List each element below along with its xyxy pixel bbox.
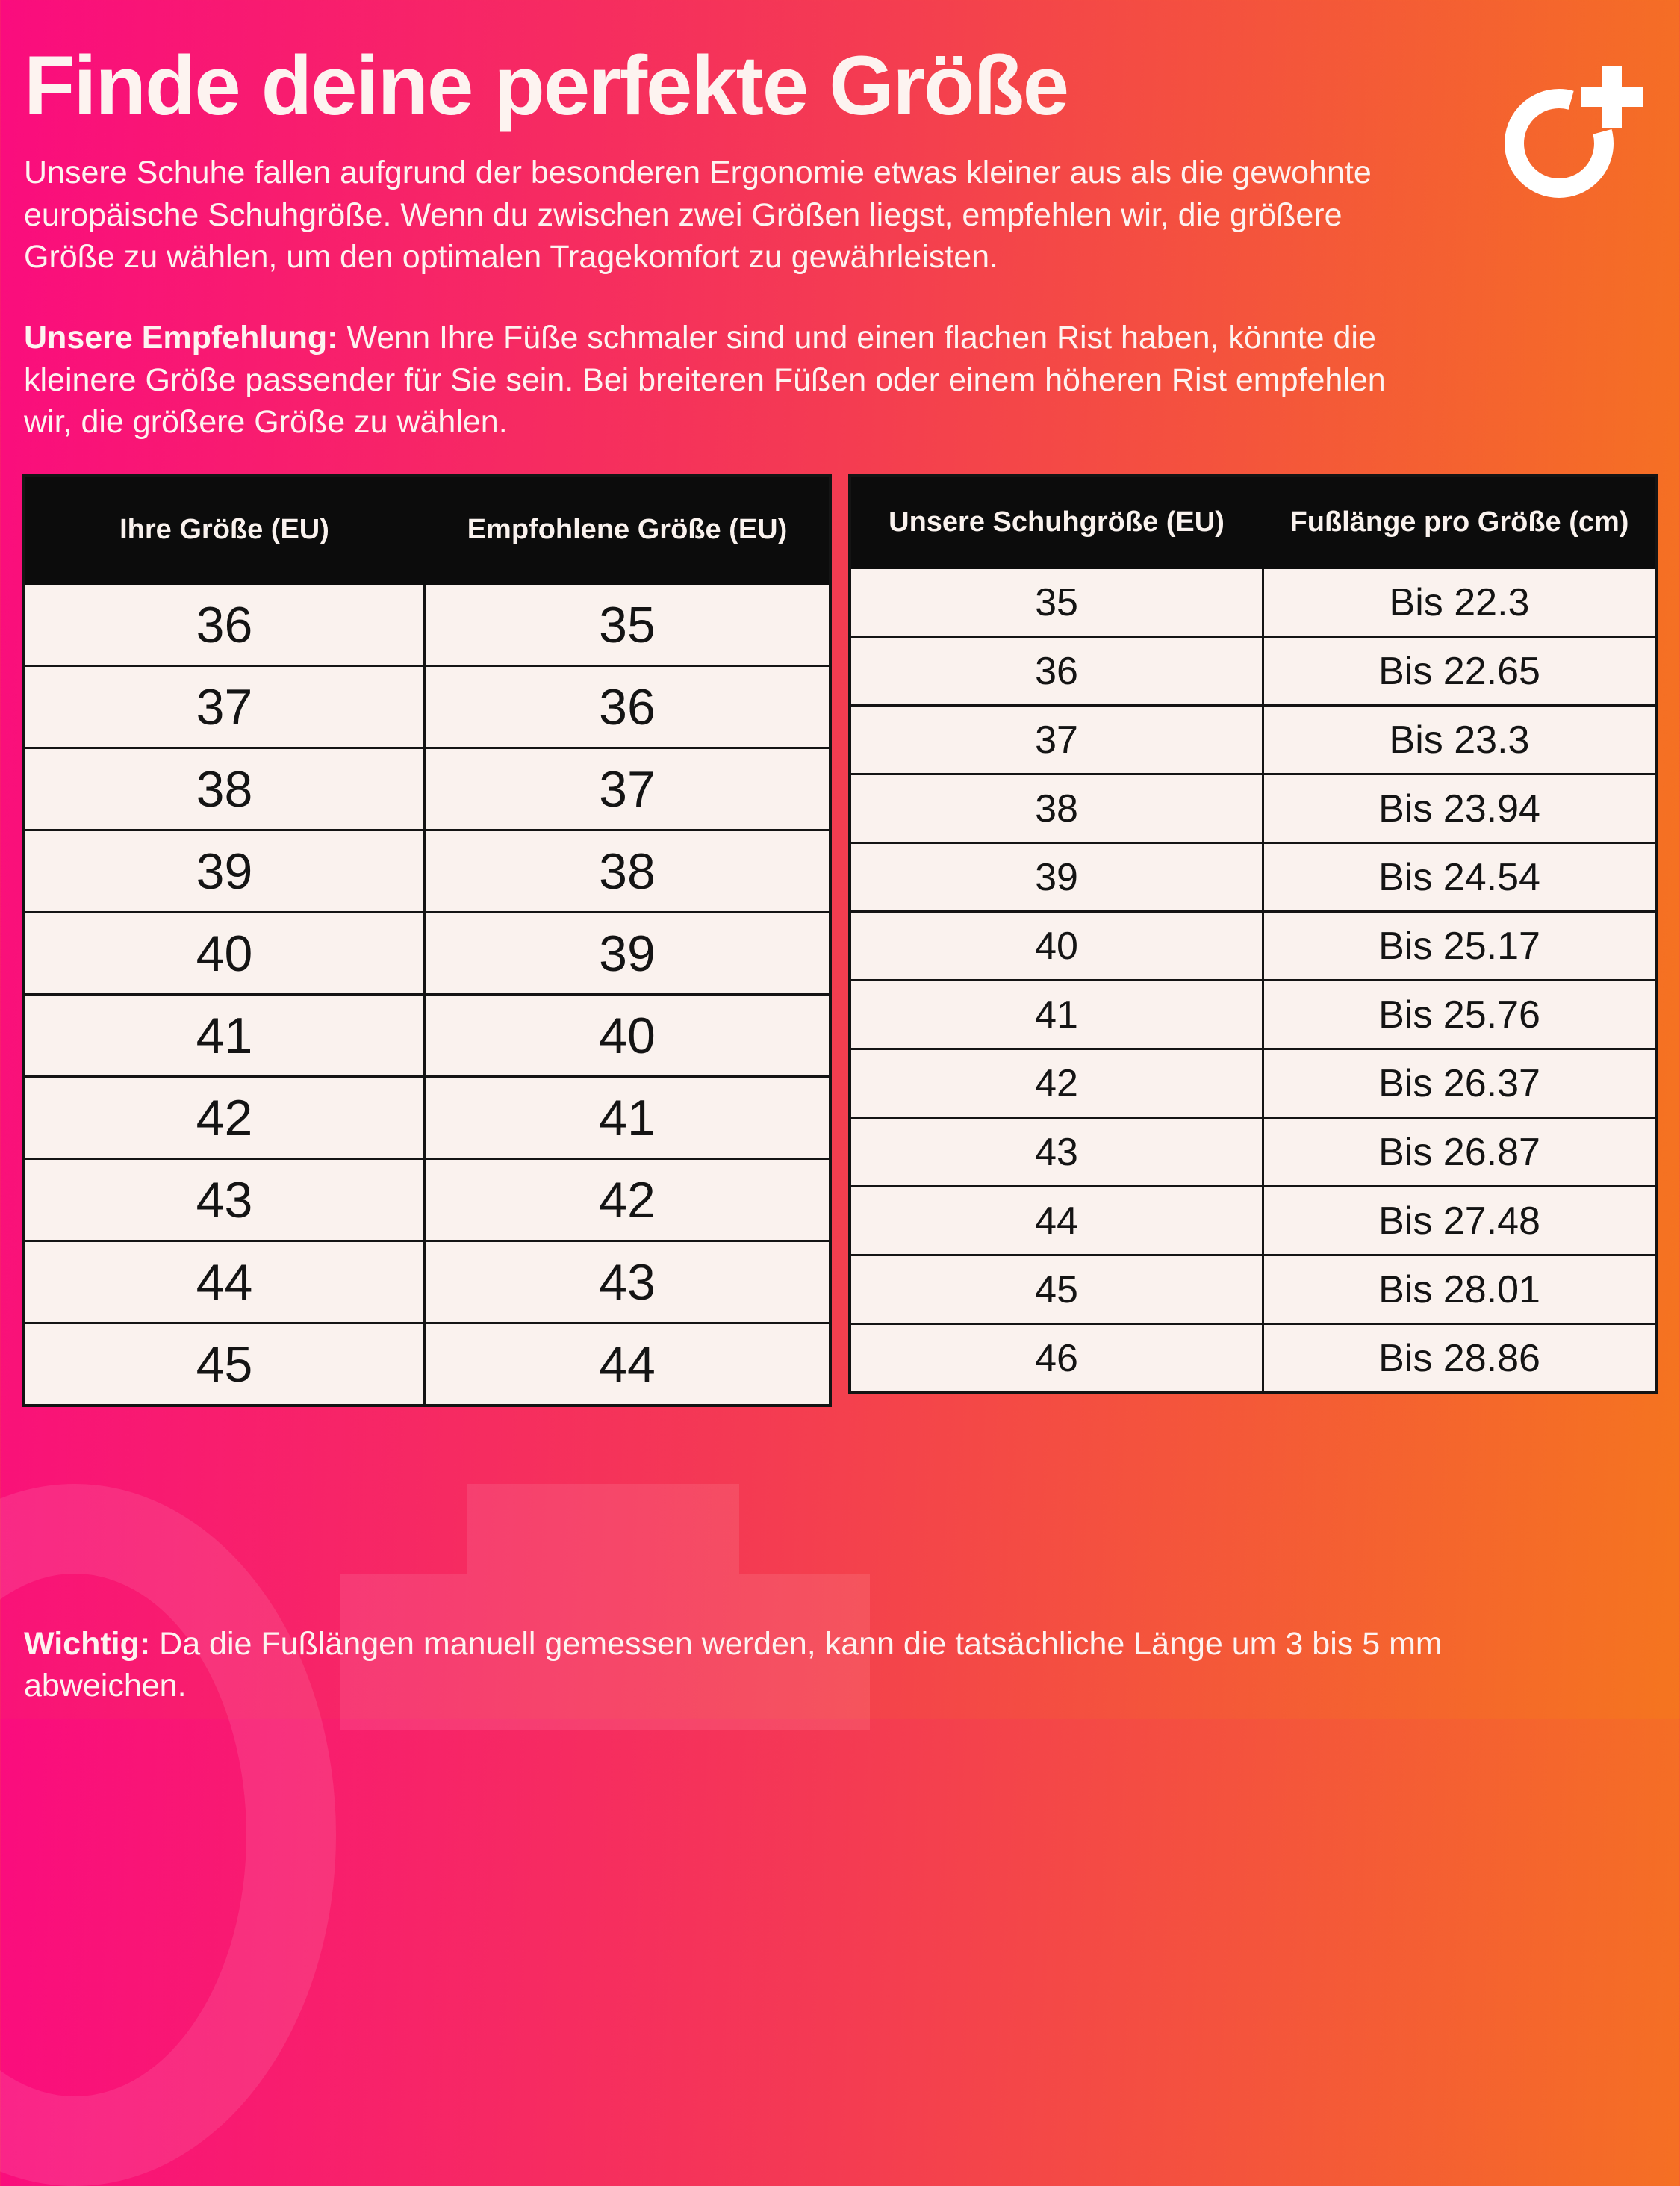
- important-note-text: Da die Fußlängen manuell gemessen werden…: [24, 1626, 1443, 1704]
- table-cell: 35: [423, 583, 832, 668]
- table-row: 40 Bis 25.17: [848, 910, 1658, 982]
- table-cell: 36: [848, 636, 1264, 707]
- table-row: 36 Bis 22.65: [848, 636, 1658, 707]
- column-header-shoe-size: Unsere Schuhgröße (EU): [848, 474, 1264, 570]
- length-table-body: 35 Bis 22.3 36 Bis 22.65 37 Bis 23.3 38 Bis 23.…: [848, 567, 1658, 1394]
- foot-length-table: Unsere Schuhgröße (EU) Fußlänge pro Größ…: [848, 474, 1658, 1395]
- size-tables-section: Ihre Größe (EU) Empfohlene Größe (EU) 36…: [22, 474, 1658, 1408]
- table-cell: 40: [22, 911, 426, 996]
- table-row: 36 35: [22, 583, 832, 668]
- table-row: 39 38: [22, 829, 832, 914]
- page-title: Finde deine perfekte Größe: [24, 39, 1069, 132]
- table-cell: 38: [423, 829, 832, 914]
- table-cell: 37: [423, 747, 832, 832]
- table-row: 42 Bis 26.37: [848, 1048, 1658, 1120]
- table-cell: 36: [22, 583, 426, 668]
- table-cell: 44: [848, 1185, 1264, 1257]
- table-cell: 38: [848, 773, 1264, 845]
- size-conversion-table: Ihre Größe (EU) Empfohlene Größe (EU) 36…: [22, 474, 832, 1408]
- recommendation-label: Unsere Empfehlung:: [24, 320, 338, 356]
- table-cell: Bis 22.65: [1262, 636, 1658, 707]
- table-cell: 43: [22, 1158, 426, 1243]
- table-cell: Bis 27.48: [1262, 1185, 1658, 1257]
- table-cell: Bis 26.37: [1262, 1048, 1658, 1120]
- table-row: 43 Bis 26.87: [848, 1117, 1658, 1188]
- table-cell: 44: [423, 1322, 832, 1407]
- table-header-row: Ihre Größe (EU) Empfohlene Größe (EU): [22, 474, 832, 586]
- table-cell: 41: [22, 993, 426, 1078]
- table-cell: Bis 28.86: [1262, 1323, 1658, 1394]
- table-row: 45 Bis 28.01: [848, 1254, 1658, 1326]
- table-cell: 42: [423, 1158, 832, 1243]
- table-row: 42 41: [22, 1075, 832, 1161]
- table-cell: 43: [848, 1117, 1264, 1188]
- table-cell: 46: [848, 1323, 1264, 1394]
- table-cell: 37: [22, 665, 426, 750]
- table-row: 41 40: [22, 993, 832, 1078]
- recommendation-paragraph: Unsere Empfehlung: Wenn Ihre Füße schmal…: [24, 317, 1658, 443]
- table-row: 35 Bis 22.3: [848, 567, 1658, 639]
- table-cell: 35: [848, 567, 1264, 639]
- table-cell: Bis 23.3: [1262, 704, 1658, 776]
- column-header-foot-length: Fußlänge pro Größe (cm): [1262, 474, 1658, 570]
- size-table-body: 36 35 37 36 38 37 39 38 40 39 41 40 42 41 43 42 44 43 45 44: [22, 583, 832, 1407]
- column-header-recommended-size: Empfohlene Größe (EU): [423, 474, 832, 586]
- table-cell: 38: [22, 747, 426, 832]
- table-row: 38 Bis 23.94: [848, 773, 1658, 845]
- table-row: 43 42: [22, 1158, 832, 1243]
- table-cell: 45: [848, 1254, 1264, 1326]
- table-cell: 43: [423, 1240, 832, 1325]
- column-header-your-size: Ihre Größe (EU): [22, 474, 426, 586]
- table-cell: Bis 26.87: [1262, 1117, 1658, 1188]
- table-cell: 39: [423, 911, 832, 996]
- table-cell: 45: [22, 1322, 426, 1407]
- important-note: Wichtig: Da die Fußlängen manuell gemess…: [24, 1623, 1650, 1707]
- important-note-label: Wichtig:: [24, 1626, 151, 1662]
- table-cell: 40: [423, 993, 832, 1078]
- table-cell: 44: [22, 1240, 426, 1325]
- intro-paragraph: Unsere Schuhe fallen aufgrund der besond…: [24, 155, 1372, 276]
- table-cell: Bis 28.01: [1262, 1254, 1658, 1326]
- table-cell: Bis 25.76: [1262, 979, 1658, 1051]
- table-cell: Bis 25.17: [1262, 910, 1658, 982]
- table-cell: 39: [22, 829, 426, 914]
- recommendation-text: Wenn Ihre Füße schmaler sind und einen f…: [24, 320, 1386, 441]
- table-row: 44 43: [22, 1240, 832, 1325]
- table-cell: Bis 22.3: [1262, 567, 1658, 639]
- table-cell: 39: [848, 842, 1264, 913]
- table-row: 37 Bis 23.3: [848, 704, 1658, 776]
- table-row: 45 44: [22, 1322, 832, 1407]
- table-cell: 41: [423, 1075, 832, 1161]
- table-cell: Bis 24.54: [1262, 842, 1658, 913]
- table-row: 46 Bis 28.86: [848, 1323, 1658, 1394]
- table-row: 44 Bis 27.48: [848, 1185, 1658, 1257]
- table-cell: Bis 23.94: [1262, 773, 1658, 845]
- table-row: 40 39: [22, 911, 832, 996]
- table-row: 41 Bis 25.76: [848, 979, 1658, 1051]
- table-header-row: Unsere Schuhgröße (EU) Fußlänge pro Größ…: [848, 474, 1658, 570]
- table-row: 39 Bis 24.54: [848, 842, 1658, 913]
- table-cell: 42: [22, 1075, 426, 1161]
- watermark-ring-icon: [0, 1484, 336, 2186]
- table-cell: 37: [848, 704, 1264, 776]
- table-cell: 42: [848, 1048, 1264, 1120]
- table-cell: 40: [848, 910, 1264, 982]
- table-row: 37 36: [22, 665, 832, 750]
- table-row: 38 37: [22, 747, 832, 832]
- table-cell: 36: [423, 665, 832, 750]
- o-plus-logo-icon: [1505, 66, 1643, 198]
- table-cell: 41: [848, 979, 1264, 1051]
